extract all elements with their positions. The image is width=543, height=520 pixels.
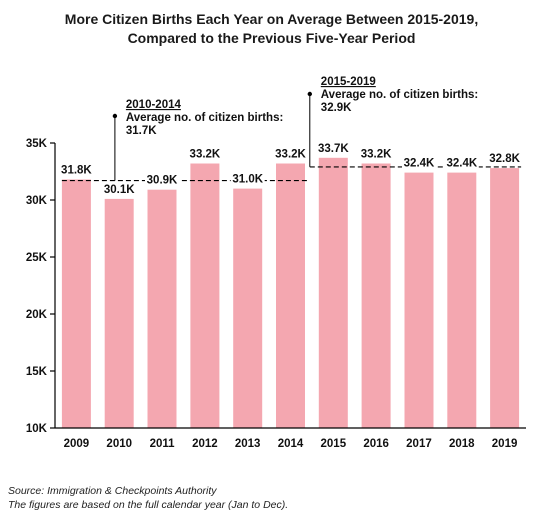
annotation-period-2010-2014: 2010-2014 <box>126 99 182 111</box>
bar-2015 <box>318 157 348 429</box>
annotation-marker-2015-2019 <box>307 91 312 97</box>
data-label-bg-2012 <box>187 146 222 161</box>
data-label-2016: 33.2K <box>361 149 392 161</box>
data-label-bg-2014 <box>273 146 308 161</box>
data-label-bg-2017 <box>402 155 436 170</box>
chart-title-line-1: More Citizen Births Each Year on Average… <box>64 11 479 27</box>
data-label-2010: 30.1K <box>104 184 135 196</box>
x-tick-label-2015: 2015 <box>321 438 347 450</box>
y-tick-label-25: 25K <box>26 252 48 264</box>
data-label-2012: 33.2K <box>190 149 221 161</box>
bar-2010 <box>104 198 134 428</box>
data-label-bg-2013 <box>230 171 265 186</box>
annotation-text-2010-2014: Average no. of citizen births: <box>126 112 283 124</box>
data-label-bg-2015 <box>316 140 351 155</box>
data-label-bg-2019 <box>487 151 522 166</box>
annotation-value-2015-2019: 32.9K <box>321 102 352 114</box>
y-tick-label-10: 10K <box>26 423 48 435</box>
data-label-2019: 32.8K <box>489 153 520 165</box>
annotation-marker-2010-2014 <box>112 113 118 119</box>
bar-2018 <box>447 172 477 428</box>
x-tick-label-2009: 2009 <box>64 438 90 450</box>
data-label-bg-2018 <box>444 155 479 170</box>
x-tick-label-2016: 2016 <box>363 438 389 450</box>
bar-2014 <box>276 163 305 428</box>
note-text: The figures are based on the full calend… <box>8 499 289 511</box>
data-label-2011: 30.9K <box>147 175 178 187</box>
data-label-bg-2010 <box>102 181 137 196</box>
bar-chart: 10K 15K 20K 25K 30K 35K 2009 2010 2011 2012 2013 20… <box>26 76 526 450</box>
bar-2011 <box>147 189 177 428</box>
bar-2009 <box>61 179 91 428</box>
chart-title-line-2: Compared to the Previous Five-Year Perio… <box>127 30 416 46</box>
x-tick-label-2014: 2014 <box>278 438 304 450</box>
data-label-2009: 31.8K <box>61 165 92 177</box>
annotation-text-2015-2019: Average no. of citizen births: <box>321 89 478 101</box>
source-text: Source: Immigration & Checkpoints Author… <box>8 485 217 497</box>
data-label-2014: 33.2K <box>275 149 306 161</box>
bar-2012 <box>190 163 220 428</box>
data-label-2013: 31.0K <box>232 174 263 186</box>
chart-title: More Citizen Births Each Year on Average… <box>0 10 543 48</box>
x-tick-label-2012: 2012 <box>192 438 218 450</box>
data-label-bg-2011 <box>145 172 179 187</box>
x-tick-label-2013: 2013 <box>235 438 261 450</box>
annotation-period-2015-2019: 2015-2019 <box>321 76 376 88</box>
x-tick-label-2017: 2017 <box>406 438 432 450</box>
bar-2019 <box>490 168 520 428</box>
x-tick-label-2019: 2019 <box>492 438 518 450</box>
x-tick-label-2018: 2018 <box>449 438 475 450</box>
y-tick-label-20: 20K <box>26 309 48 321</box>
y-tick-label-30: 30K <box>26 195 48 207</box>
y-tick-label-35: 35K <box>26 138 48 150</box>
bar-2016 <box>361 163 391 428</box>
annotation-value-2010-2014: 31.7K <box>126 125 157 137</box>
x-tick-label-2010: 2010 <box>106 438 132 450</box>
data-label-2018: 32.4K <box>446 158 477 170</box>
data-label-2017: 32.4K <box>404 158 435 170</box>
footnote: Source: Immigration & Checkpoints Author… <box>8 484 288 512</box>
data-label-bg-2016 <box>359 146 394 161</box>
y-tick-label-15: 15K <box>26 366 48 378</box>
bar-2017 <box>404 172 434 428</box>
data-label-bg-2009 <box>59 162 94 177</box>
x-tick-label-2011: 2011 <box>150 438 176 450</box>
bar-2013 <box>233 188 263 428</box>
data-label-2015: 33.7K <box>318 143 349 155</box>
